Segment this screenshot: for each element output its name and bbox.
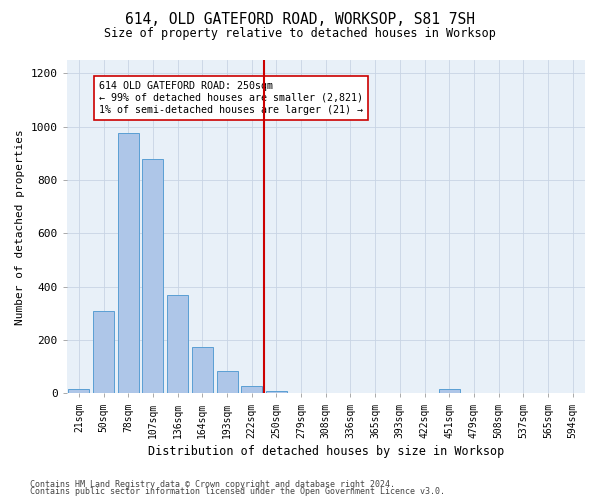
- Bar: [266, 391, 287, 394]
- Bar: [439, 390, 460, 394]
- Bar: [241, 386, 262, 394]
- Bar: [192, 346, 213, 394]
- Bar: [68, 390, 89, 394]
- X-axis label: Distribution of detached houses by size in Worksop: Distribution of detached houses by size …: [148, 444, 504, 458]
- Bar: [167, 294, 188, 394]
- Text: 614, OLD GATEFORD ROAD, WORKSOP, S81 7SH: 614, OLD GATEFORD ROAD, WORKSOP, S81 7SH: [125, 12, 475, 28]
- Y-axis label: Number of detached properties: Number of detached properties: [15, 129, 25, 324]
- Text: 614 OLD GATEFORD ROAD: 250sqm
← 99% of detached houses are smaller (2,821)
1% of: 614 OLD GATEFORD ROAD: 250sqm ← 99% of d…: [98, 82, 362, 114]
- Bar: [217, 370, 238, 394]
- Bar: [118, 134, 139, 394]
- Text: Contains HM Land Registry data © Crown copyright and database right 2024.: Contains HM Land Registry data © Crown c…: [30, 480, 395, 489]
- Bar: [93, 310, 114, 394]
- Text: Size of property relative to detached houses in Worksop: Size of property relative to detached ho…: [104, 28, 496, 40]
- Text: Contains public sector information licensed under the Open Government Licence v3: Contains public sector information licen…: [30, 487, 445, 496]
- Bar: [142, 158, 163, 394]
